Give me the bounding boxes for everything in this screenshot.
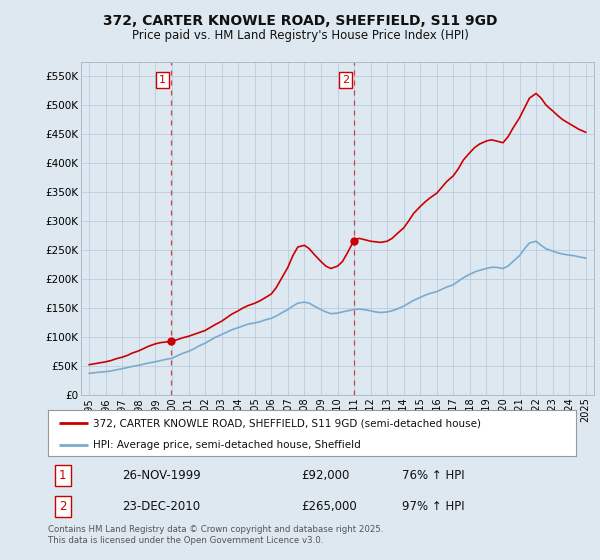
Text: £92,000: £92,000	[301, 469, 350, 482]
Text: Price paid vs. HM Land Registry's House Price Index (HPI): Price paid vs. HM Land Registry's House …	[131, 29, 469, 42]
Text: Contains HM Land Registry data © Crown copyright and database right 2025.
This d: Contains HM Land Registry data © Crown c…	[48, 525, 383, 545]
Text: 2: 2	[342, 75, 349, 85]
Text: 372, CARTER KNOWLE ROAD, SHEFFIELD, S11 9GD: 372, CARTER KNOWLE ROAD, SHEFFIELD, S11 …	[103, 14, 497, 28]
Text: 76% ↑ HPI: 76% ↑ HPI	[402, 469, 464, 482]
Text: HPI: Average price, semi-detached house, Sheffield: HPI: Average price, semi-detached house,…	[93, 440, 361, 450]
Text: 372, CARTER KNOWLE ROAD, SHEFFIELD, S11 9GD (semi-detached house): 372, CARTER KNOWLE ROAD, SHEFFIELD, S11 …	[93, 418, 481, 428]
Text: 97% ↑ HPI: 97% ↑ HPI	[402, 500, 464, 513]
Text: 1: 1	[59, 469, 67, 482]
Text: 2: 2	[59, 500, 67, 513]
Text: 26-NOV-1999: 26-NOV-1999	[122, 469, 200, 482]
Text: 1: 1	[159, 75, 166, 85]
Text: £265,000: £265,000	[301, 500, 357, 513]
Text: 23-DEC-2010: 23-DEC-2010	[122, 500, 200, 513]
